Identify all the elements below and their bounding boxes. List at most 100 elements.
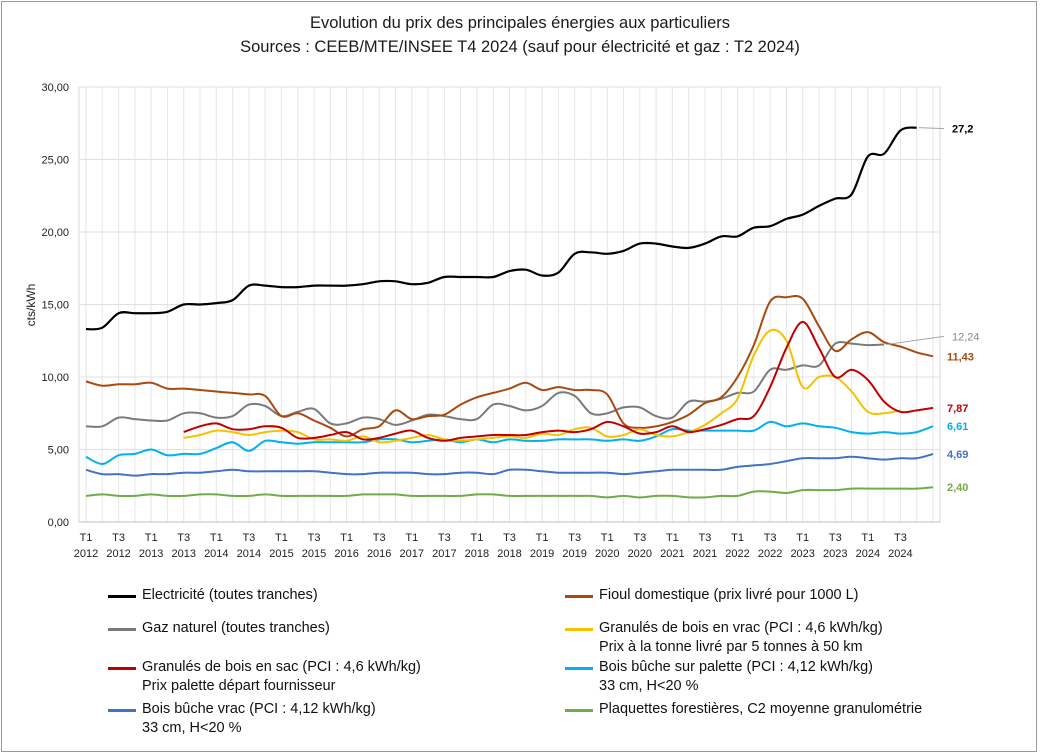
legend-swatch [108,709,136,712]
series-line [85,126,917,331]
x-tick-label: T3 [633,532,646,544]
legend-label: Fioul domestique (prix livré pour 1000 L… [599,587,859,603]
data-label: 6,61 [947,421,968,433]
x-tick-label: 2024 [888,548,912,560]
chart-subtitle: Sources : CEEB/MTE/INSEE T4 2024 (sauf p… [240,38,800,56]
x-tick-label: T1 [340,532,353,544]
legend-swatch [108,667,136,670]
x-tick-label: 2012 [74,548,98,560]
data-label: 4,69 [947,449,968,461]
legend-swatch [565,595,593,598]
data-label: 12,24 [952,331,980,343]
legend-sublabel: 33 cm, H<20 % [599,678,699,694]
y-tick-label: 20,00 [41,227,69,239]
series-line [183,328,901,444]
x-tick-label: 2014 [204,548,228,560]
legend-label: Granulés de bois en sac (PCI : 4,6 kWh/k… [142,659,421,675]
x-tick-label: T1 [796,532,809,544]
x-tick-label: 2016 [334,548,358,560]
leader-line [918,127,945,130]
x-tick-label: 2022 [758,548,782,560]
legend-label: Granulés de bois en vrac (PCI : 4,6 kWh/… [599,620,883,636]
x-tick-label: 2012 [106,548,130,560]
x-tick-label: T3 [829,532,842,544]
legend-sublabel: Prix palette départ fournisseur [142,678,336,694]
x-tick-label: T1 [471,532,484,544]
x-tick-label: T3 [112,532,125,544]
x-tick-label: 2013 [139,548,163,560]
x-tick-label: T1 [731,532,744,544]
y-axis-label: cts/kWh [24,284,38,327]
x-tick-label: T1 [145,532,158,544]
x-tick-label: T1 [601,532,614,544]
x-tick-label: 2023 [823,548,847,560]
x-tick-label: T3 [503,532,516,544]
x-tick-label: T3 [438,532,451,544]
series-line [183,320,934,442]
x-tick-label: 2017 [432,548,456,560]
x-tick-label: 2023 [790,548,814,560]
data-label: 27,2 [952,124,973,136]
series-line [85,295,934,438]
x-tick-label: T1 [80,532,93,544]
data-label: 2,40 [947,482,968,494]
series-line [85,486,934,499]
line-chart: 0,00 5,00 10,00 15,00 20,00 25,00 30,00 cts/kWh… [24,82,980,560]
x-tick-label: T1 [536,532,549,544]
x-tick-label: T3 [764,532,777,544]
data-label: 11,43 [947,351,974,363]
x-tick-label: T3 [373,532,386,544]
legend-sublabel: 33 cm, H<20 % [142,720,242,736]
y-tick-label: 15,00 [41,300,69,312]
legend-label: Bois bûche vrac (PCI : 4,12 kWh/kg) [142,701,376,717]
x-tick-label: 2015 [269,548,293,560]
legend-swatch [108,595,136,598]
y-tick-label: 25,00 [41,155,69,167]
x-tick-label: 2015 [302,548,326,560]
x-tick-label: 2024 [856,548,880,560]
x-tick-label: 2020 [628,548,652,560]
y-tick-label: 5,00 [48,445,69,457]
x-tick-label: 2019 [530,548,554,560]
y-tick-label: 30,00 [41,82,69,94]
y-tick-label: 0,00 [48,517,69,529]
chart-title: Evolution du prix des principales énergi… [309,14,731,32]
x-tick-label: 2021 [693,548,717,560]
x-tick-label: T1 [275,532,288,544]
legend-swatch [565,667,593,670]
x-tick-label: 2018 [465,548,489,560]
legend-label: Gaz naturel (toutes tranches) [142,620,330,636]
x-tick-label: T1 [861,532,874,544]
y-tick-label: 10,00 [41,372,69,384]
x-tick-label: 2022 [725,548,749,560]
series-line [85,420,934,465]
x-tick-label: 2016 [367,548,391,560]
x-tick-label: 2017 [400,548,424,560]
series-line [85,453,934,477]
x-tick-label: T3 [242,532,255,544]
legend-label: Plaquettes forestières, C2 moyenne granu… [599,701,923,717]
x-tick-label: T3 [568,532,581,544]
leader-line [886,335,945,346]
x-tick-label: 2020 [595,548,619,560]
x-tick-label: 2013 [171,548,195,560]
legend-swatch [108,628,136,631]
legend-sublabel: Prix à la tonne livré par 5 tonnes à 50 … [599,639,863,655]
x-tick-label: T1 [405,532,418,544]
x-tick-label: T1 [210,532,223,544]
x-tick-label: T3 [308,532,321,544]
x-tick-label: T3 [699,532,712,544]
legend-swatch [565,709,593,712]
legend-label: Electricité (toutes tranches) [142,587,318,603]
x-tick-label: 2019 [562,548,586,560]
legend-label: Bois bûche sur palette (PCI : 4,12 kWh/k… [599,659,874,675]
x-tick-label: T3 [177,532,190,544]
data-label: 7,87 [947,403,968,415]
legend-swatch [565,628,593,631]
x-tick-label: 2021 [660,548,684,560]
series-line [85,340,885,428]
x-tick-label: 2014 [237,548,261,560]
x-tick-label: T1 [666,532,679,544]
x-tick-label: 2018 [497,548,521,560]
